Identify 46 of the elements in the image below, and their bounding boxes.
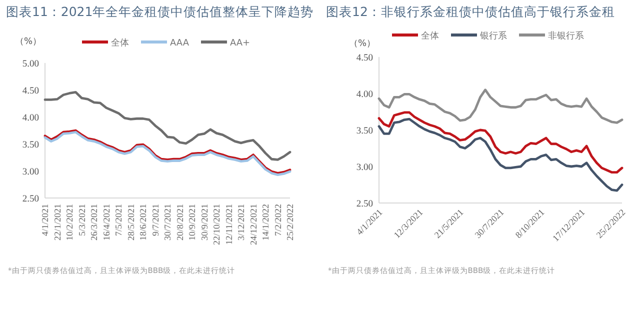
x-tick-label: 4/1/2021 [40, 204, 50, 236]
x-tick-label: 26/3/2021 [89, 204, 100, 241]
line-series [44, 90, 292, 161]
line-series [378, 118, 624, 192]
chart-title: 图表11：2021年全年金租债中债估值整体呈下降趋势 [6, 4, 314, 21]
x-tick-label: 22/1/2021 [52, 204, 62, 241]
legend-label: AAA [170, 38, 190, 48]
legend-label: 全体 [421, 30, 439, 42]
chart-title: 图表12：非银行系金租债中债估值高于银行系金租 [326, 4, 615, 21]
legend-label: AA+ [230, 38, 250, 48]
y-tick-label: 2.50 [356, 200, 374, 210]
y-tick-label: 3.00 [356, 163, 374, 173]
x-tick-label: 3/12/2021 [236, 204, 246, 241]
x-tick-label: 20/8/2021 [174, 204, 185, 241]
x-tick-label: 18/6/2021 [138, 204, 148, 241]
x-tick-label: 10/9/2021 [187, 204, 198, 241]
x-tick-label: 16/4/2021 [101, 204, 112, 241]
y-axis-title: （%） [15, 37, 42, 47]
line-series [378, 88, 624, 124]
x-tick-label: 30/7/2021 [162, 204, 173, 241]
x-tick-label: 7/5/2021 [114, 204, 124, 236]
x-tick-label: 24/12/2021 [248, 204, 258, 246]
x-tick-label: 14/1/2022 [260, 204, 271, 241]
y-tick-label: 3.00 [22, 168, 40, 178]
line-series [378, 111, 624, 174]
y-tick-label: 2.50 [22, 194, 40, 204]
y-tick-label: 3.50 [22, 140, 40, 150]
x-tick-label: 12/11/2021 [224, 204, 234, 245]
x-tick-label: 7/2/2022 [272, 204, 283, 236]
x-tick-label: 10/2/2021 [64, 204, 75, 241]
legend-label: 全体 [111, 38, 129, 48]
y-axis-title: （%） [349, 39, 376, 49]
legend-label: 非银行系 [548, 30, 584, 42]
x-tick-label: 22/10/2021 [212, 204, 222, 246]
y-tick-label: 4.00 [22, 114, 40, 124]
y-tick-label: 5.00 [22, 60, 40, 70]
x-tick-label: 25/2/2022 [285, 204, 296, 241]
x-tick-label: 28/5/2021 [126, 204, 136, 241]
legend-label: 银行系 [479, 30, 507, 42]
y-tick-label: 3.50 [356, 126, 374, 136]
y-tick-label: 4.50 [356, 54, 374, 64]
x-tick-label: 30/9/2021 [199, 204, 210, 241]
x-tick-label: 5/3/2021 [76, 204, 87, 236]
x-tick-label: 9/7/2021 [150, 204, 160, 236]
y-tick-label: 4.50 [22, 86, 40, 96]
y-tick-label: 4.00 [356, 90, 374, 100]
